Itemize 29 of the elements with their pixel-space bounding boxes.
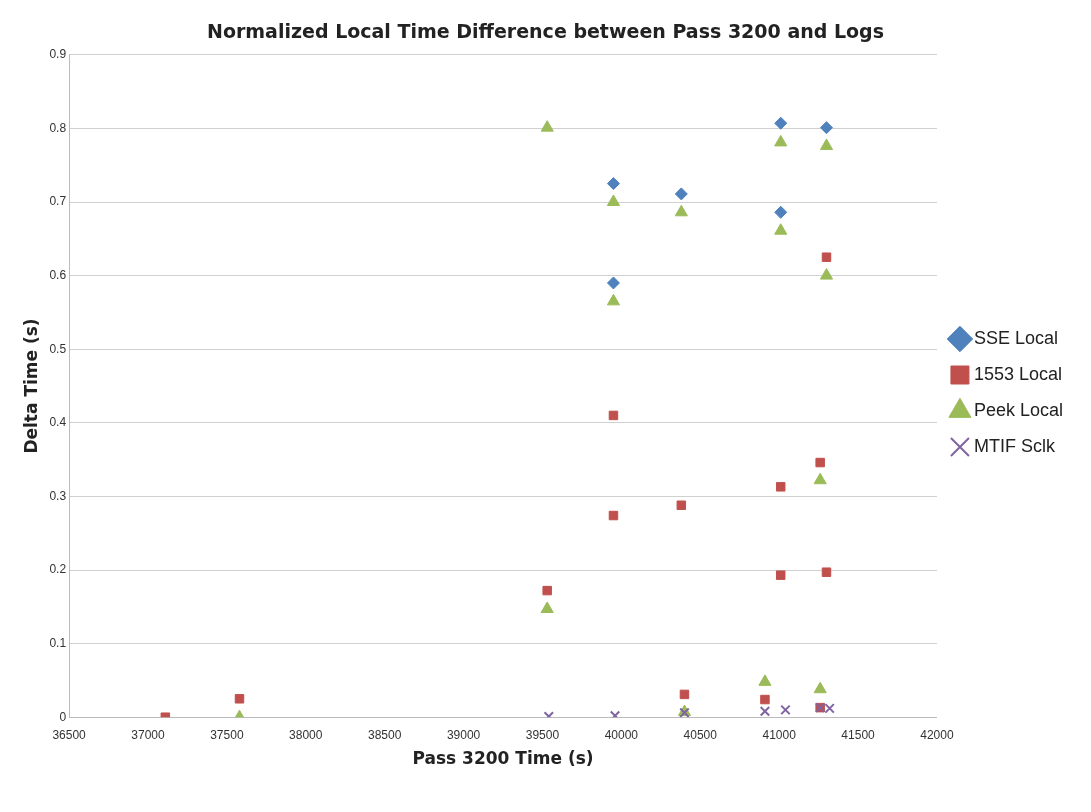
y-tick-label: 0.1 [49,635,67,650]
y-tick-label: 0.3 [49,488,67,503]
legend-label: SSE Local [973,327,1058,348]
x-tick-label: 38000 [289,727,323,742]
y-tick-label: 0 [59,709,67,724]
x-tick-label: 42000 [920,727,954,742]
x-tick-label: 40000 [604,727,639,742]
x-tick-label: 37000 [131,727,165,742]
chart-title: Normalized Local Time Difference between Pass 3200 and Logs [206,20,885,43]
x-axis-title: Pass 3200 Time (s) [412,748,594,769]
y-tick-label: 0.2 [49,562,67,577]
y-tick-label: 0.9 [49,47,67,62]
legend-label: MTIF Sclk [973,435,1056,456]
y-tick-label: 0.7 [49,194,67,209]
x-tick-label: 36500 [52,727,87,742]
y-axis-title: Delta Time (s) [20,318,41,454]
x-tick-label: 39500 [525,727,560,742]
x-tick-label: 38500 [367,727,402,742]
x-tick-label: 41500 [841,727,876,742]
x-tick-label: 41000 [762,727,797,742]
y-tick-label: 0.6 [49,267,67,282]
x-tick-label: 37500 [210,727,244,742]
y-tick-label: 0.5 [49,341,67,356]
x-tick-label: 40500 [683,727,718,742]
legend-label: Peek Local [973,399,1063,420]
y-tick-label: 0.8 [49,120,67,135]
x-tick-label: 39000 [446,727,481,742]
y-tick-label: 0.4 [49,415,67,430]
legend-label: 1553 Local [973,363,1063,384]
